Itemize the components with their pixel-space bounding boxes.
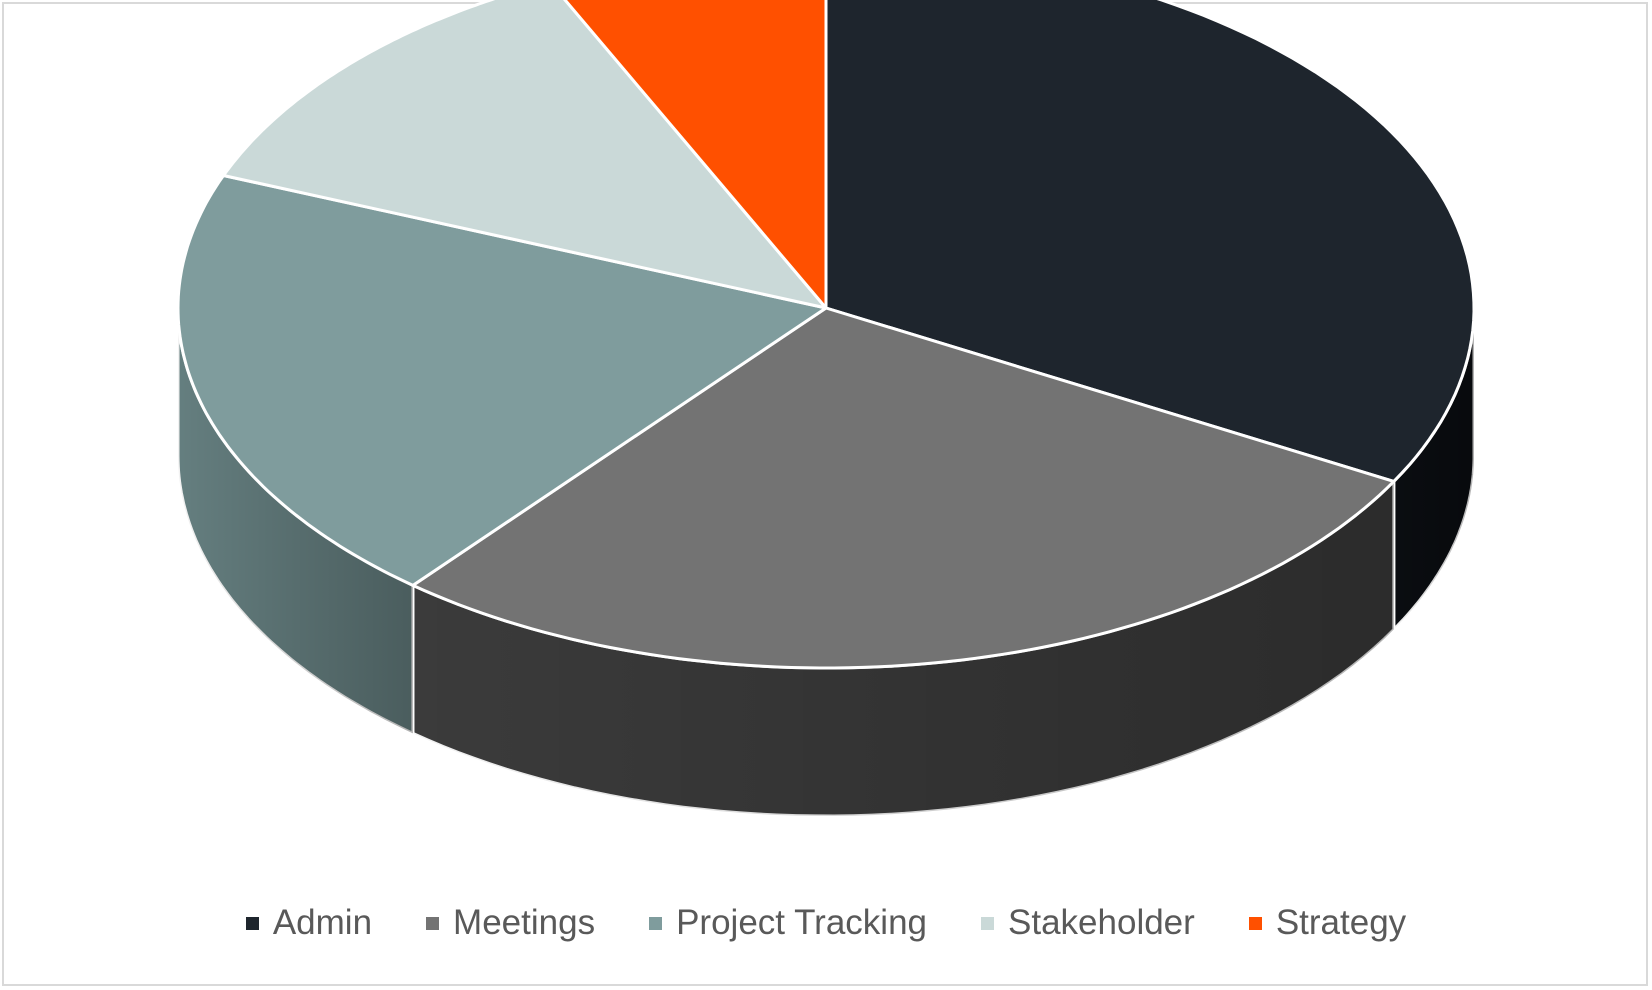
legend-item-strategy[interactable]: Strategy: [1248, 903, 1407, 943]
pie-slice-admin[interactable]: [824, 0, 1476, 483]
pie-slice-meetings[interactable]: [411, 306, 1396, 670]
legend-swatch: [1248, 916, 1262, 930]
legend-item-project-tracking[interactable]: Project Tracking: [649, 903, 927, 943]
pie-slices: [176, 0, 1476, 670]
pie-slice-strategy[interactable]: [550, 0, 828, 310]
pie-slice-project-tracking[interactable]: [176, 174, 828, 587]
legend-item-stakeholder[interactable]: Stakeholder: [981, 903, 1195, 943]
legend-swatch: [649, 916, 663, 930]
legend-swatch: [426, 916, 440, 930]
legend-swatch: [245, 916, 259, 930]
legend-label: Admin: [272, 903, 373, 942]
legend-label: Strategy: [1275, 903, 1407, 942]
legend: Admin Meetings Project Tracking Stakeholder…: [0, 898, 1652, 948]
legend-label: Project Tracking: [676, 903, 928, 942]
pie-slice-stakeholder[interactable]: [222, 0, 828, 310]
legend-label: Meetings: [453, 903, 596, 942]
legend-swatch: [981, 916, 995, 930]
legend-item-meetings[interactable]: Meetings: [426, 903, 595, 943]
legend-item-admin[interactable]: Admin: [245, 903, 373, 943]
legend-label: Stakeholder: [1008, 903, 1195, 942]
